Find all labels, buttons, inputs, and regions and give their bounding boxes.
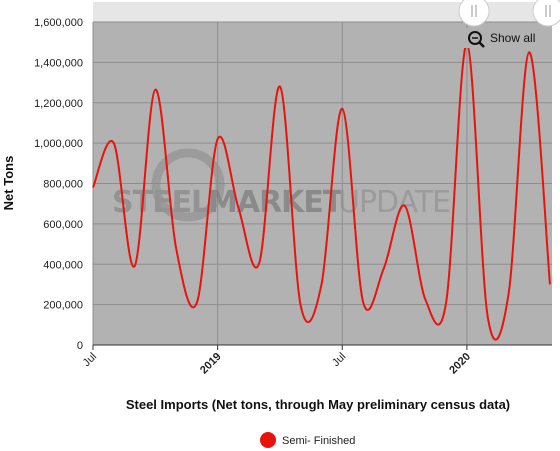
show-all-button[interactable]: Show all	[464, 28, 550, 48]
y-tick-label: 1,000,000	[34, 138, 83, 150]
y-axis-ticks: 0 200,000 400,000 600,000 800,000 1,000,000 1,…	[34, 17, 83, 352]
x-tick-label: 2019	[198, 351, 224, 377]
x-axis-title: Steel Imports (Net tons, through May pre…	[126, 397, 510, 412]
y-tick-label: 1,200,000	[34, 98, 83, 110]
show-all-label[interactable]: Show all	[490, 31, 535, 45]
watermark: STEEL MARKET UPDATE	[112, 148, 451, 222]
y-tick-label: 400,000	[43, 259, 83, 271]
y-tick-label: 1,400,000	[34, 57, 83, 69]
y-tick-label: 800,000	[43, 179, 83, 191]
zoom-out-icon[interactable]	[468, 31, 482, 45]
navigator-handle-right[interactable]	[532, 0, 560, 27]
watermark-logo-icon	[151, 148, 225, 222]
series-line-semi-finished	[92, 43, 551, 341]
y-tick-label: 0	[77, 340, 83, 352]
navigator-handle-left[interactable]	[458, 0, 490, 27]
y-tick-label: 200,000	[43, 300, 83, 312]
legend-marker-icon[interactable]	[260, 432, 276, 448]
y-tick-label: 1,600,000	[34, 17, 83, 29]
x-tick-label: 2020	[447, 351, 473, 377]
watermark-steel: STEEL	[112, 185, 210, 220]
x-axis-ticks: Jul 2019 Jul 2020	[81, 345, 473, 376]
watermark-update: UPDATE	[338, 185, 450, 220]
watermark-market: MARKET	[208, 185, 344, 220]
x-tick-label: Jul	[81, 351, 99, 369]
x-tick-label: Jul	[330, 351, 348, 369]
navigator-bar	[93, 2, 552, 22]
legend[interactable]: Semi- Finished	[260, 432, 355, 448]
legend-label[interactable]: Semi- Finished	[282, 435, 355, 447]
y-tick-label: 600,000	[43, 219, 83, 231]
y-axis-title: Net Tons	[1, 156, 16, 211]
